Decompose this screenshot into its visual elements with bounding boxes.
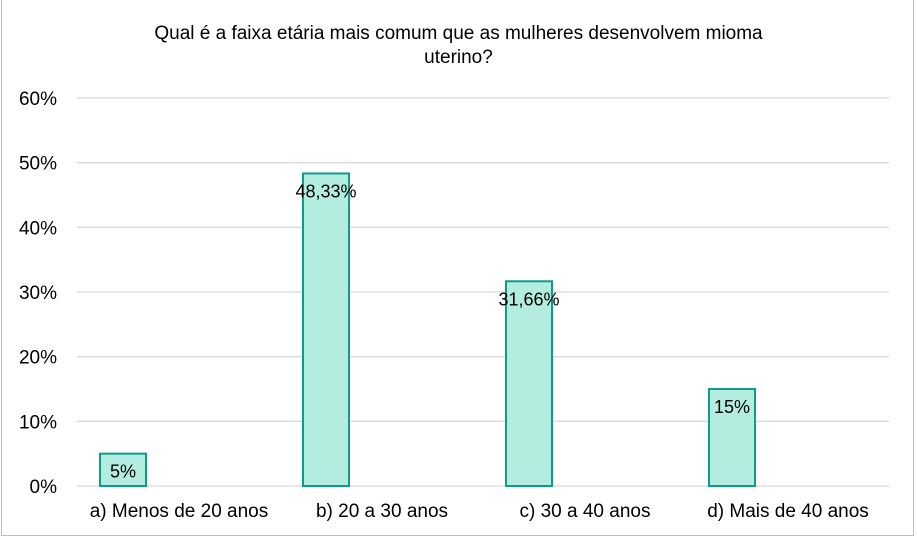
bar (708, 388, 756, 487)
x-tick-label: a) Menos de 20 anos (90, 501, 269, 522)
y-tick-label: 0% (30, 477, 58, 498)
bar (99, 452, 147, 487)
x-tick-label: d) Mais de 40 anos (707, 501, 869, 522)
y-tick-label: 10% (19, 412, 57, 433)
y-tick-label: 40% (19, 218, 57, 239)
y-tick-label: 20% (19, 348, 57, 369)
y-tick-label: 60% (19, 89, 57, 110)
chart-title: Qual é a faixa etária mais comum que as … (0, 22, 917, 70)
data-label: 31,66% (498, 289, 559, 309)
chart-title-line-1: Qual é a faixa etária mais comum que as … (154, 23, 763, 44)
bar (302, 172, 350, 487)
y-tick-label: 30% (19, 283, 57, 304)
data-label: 48,33% (295, 181, 356, 201)
y-tick-label: 50% (19, 154, 57, 175)
x-tick-label: c) 30 a 40 anos (520, 501, 651, 522)
x-tick-label: b) 20 a 30 anos (316, 501, 448, 522)
data-label: 5% (110, 462, 136, 482)
chart-title-line-2: uterino? (424, 47, 493, 68)
bar (505, 280, 553, 487)
data-label: 15% (714, 397, 750, 417)
